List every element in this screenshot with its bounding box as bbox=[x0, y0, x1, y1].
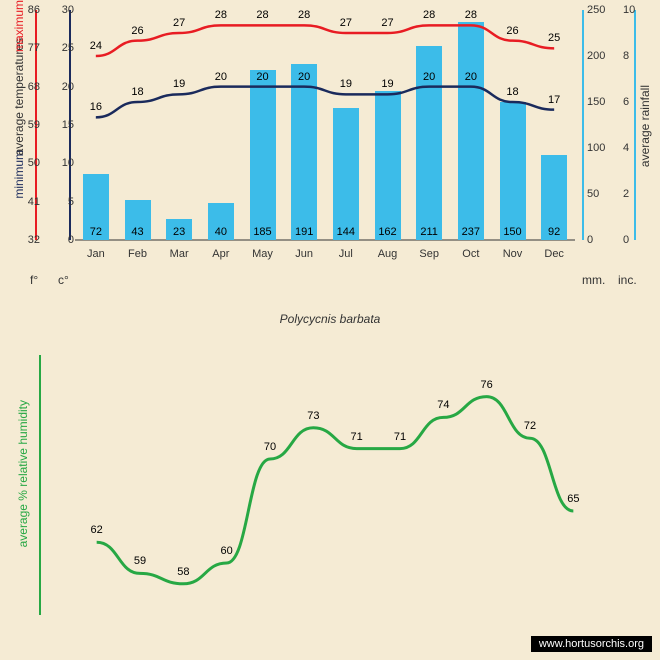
credit-badge: www.hortusorchis.org bbox=[531, 636, 652, 652]
